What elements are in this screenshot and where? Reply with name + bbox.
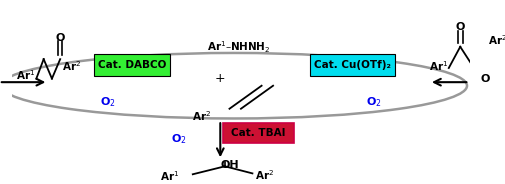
Text: O: O (56, 33, 65, 43)
Text: Cat. TBAI: Cat. TBAI (231, 128, 285, 138)
Text: Cat. Cu(OTf)₂: Cat. Cu(OTf)₂ (314, 60, 391, 70)
FancyBboxPatch shape (310, 54, 394, 76)
Text: O$_2$: O$_2$ (366, 95, 382, 109)
Text: +: + (215, 72, 226, 85)
Text: Ar$^1$–NHNH$_2$: Ar$^1$–NHNH$_2$ (207, 39, 270, 54)
Text: O$_2$: O$_2$ (100, 95, 116, 109)
Text: OH: OH (220, 160, 239, 169)
Ellipse shape (1, 53, 467, 118)
FancyBboxPatch shape (223, 123, 294, 143)
Text: Ar$^2$: Ar$^2$ (255, 168, 274, 182)
Text: Cat. DABCO: Cat. DABCO (98, 60, 166, 70)
Text: O: O (481, 74, 490, 84)
Text: Ar$^1$: Ar$^1$ (429, 59, 448, 73)
Text: Ar$^2$: Ar$^2$ (192, 109, 212, 123)
Text: Ar$^2$: Ar$^2$ (63, 59, 82, 73)
FancyBboxPatch shape (94, 54, 170, 76)
Text: Ar$^2$: Ar$^2$ (488, 33, 505, 47)
Text: O$_2$: O$_2$ (171, 132, 187, 146)
Text: Ar$^1$: Ar$^1$ (16, 68, 35, 82)
Text: Ar$^1$: Ar$^1$ (160, 169, 179, 183)
Text: O: O (456, 22, 465, 32)
